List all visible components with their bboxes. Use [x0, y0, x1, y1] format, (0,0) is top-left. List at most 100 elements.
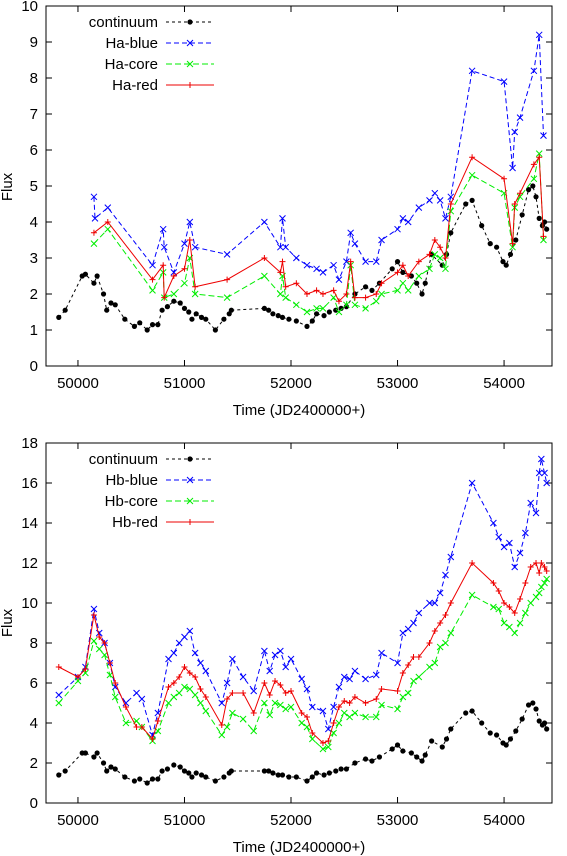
data-point: [170, 649, 178, 657]
data-point: [437, 620, 444, 626]
data-point: [277, 269, 284, 276]
data-point: [229, 690, 236, 696]
legend-label: continuum: [89, 14, 158, 31]
data-point: [330, 287, 337, 294]
data-point: [160, 262, 167, 269]
data-point: [326, 309, 332, 315]
data-point: [543, 575, 551, 583]
data-point: [536, 154, 543, 161]
y-tick-label: 14: [21, 515, 38, 532]
data-point: [426, 640, 433, 646]
data-point: [193, 770, 199, 776]
data-point: [394, 259, 401, 265]
data-point: [516, 619, 524, 627]
data-point: [193, 311, 199, 317]
data-point: [261, 272, 268, 280]
data-point: [532, 593, 540, 601]
y-tick-label: 4: [30, 715, 38, 732]
data-point: [516, 114, 524, 121]
data-point: [415, 654, 422, 660]
data-point: [198, 314, 205, 320]
data-point: [501, 175, 508, 182]
data-point: [503, 262, 509, 268]
data-point: [191, 649, 199, 657]
data-point: [399, 279, 407, 287]
data-point: [516, 549, 524, 557]
data-point: [181, 305, 188, 311]
data-point: [292, 254, 300, 262]
data-point: [500, 543, 508, 551]
data-point: [181, 683, 188, 691]
data-point: [165, 655, 172, 663]
data-point: [321, 313, 327, 319]
data-point: [443, 736, 450, 742]
data-point: [415, 609, 423, 617]
data-point: [104, 225, 112, 233]
y-tick-label: 4: [30, 214, 38, 231]
data-point: [104, 307, 110, 313]
data-point: [436, 589, 444, 597]
data-point: [506, 539, 513, 547]
data-point: [495, 533, 503, 541]
data-point: [330, 261, 337, 269]
data-point: [94, 273, 100, 279]
data-point: [192, 674, 199, 680]
data-point: [286, 774, 292, 780]
data-point: [112, 680, 119, 686]
legend-label: continuum: [89, 451, 158, 468]
data-point: [507, 251, 514, 257]
data-point: [511, 563, 519, 571]
data-point: [149, 276, 156, 283]
data-point: [414, 754, 420, 760]
series-line: [93, 153, 544, 313]
data-point: [362, 305, 369, 312]
data-point: [422, 752, 428, 758]
data-point: [503, 742, 509, 748]
data-point: [415, 258, 422, 265]
series-hb-red: [55, 560, 550, 746]
data-point: [282, 243, 290, 251]
data-point: [372, 297, 380, 305]
data-point: [160, 243, 168, 251]
data-point: [369, 758, 375, 764]
data-point: [378, 701, 385, 709]
data-point: [335, 298, 342, 305]
data-point: [513, 728, 519, 734]
data-point: [313, 265, 320, 273]
data-point: [218, 699, 226, 707]
data-point: [468, 171, 476, 179]
data-point: [94, 750, 100, 756]
legend-marker: [186, 476, 194, 484]
data-point: [362, 284, 369, 290]
data-point: [261, 680, 268, 686]
data-point: [100, 291, 107, 297]
data-point: [74, 674, 81, 680]
data-point: [223, 294, 231, 301]
data-point: [91, 215, 99, 222]
data-point: [108, 764, 114, 770]
data-point: [202, 707, 210, 715]
data-point: [106, 660, 113, 666]
data-point: [270, 311, 276, 317]
data-point: [313, 311, 320, 317]
data-point: [189, 774, 195, 780]
data-point: [426, 599, 433, 607]
data-point: [509, 164, 516, 172]
data-point: [408, 750, 414, 756]
series-line: [93, 155, 544, 303]
data-point: [293, 318, 299, 324]
data-point: [487, 730, 493, 736]
legend-marker: [186, 39, 194, 47]
y-tick-label: 5: [30, 178, 38, 195]
data-point: [277, 647, 284, 655]
data-point: [181, 768, 188, 774]
data-point: [55, 691, 63, 699]
data-point: [308, 735, 316, 743]
x-tick-label: 53000: [377, 375, 419, 392]
data-point: [319, 291, 326, 297]
data-point: [90, 637, 98, 645]
data-point: [90, 193, 98, 201]
y-tick-label: 10: [21, 595, 38, 612]
data-point: [378, 236, 385, 244]
data-point: [415, 204, 423, 211]
